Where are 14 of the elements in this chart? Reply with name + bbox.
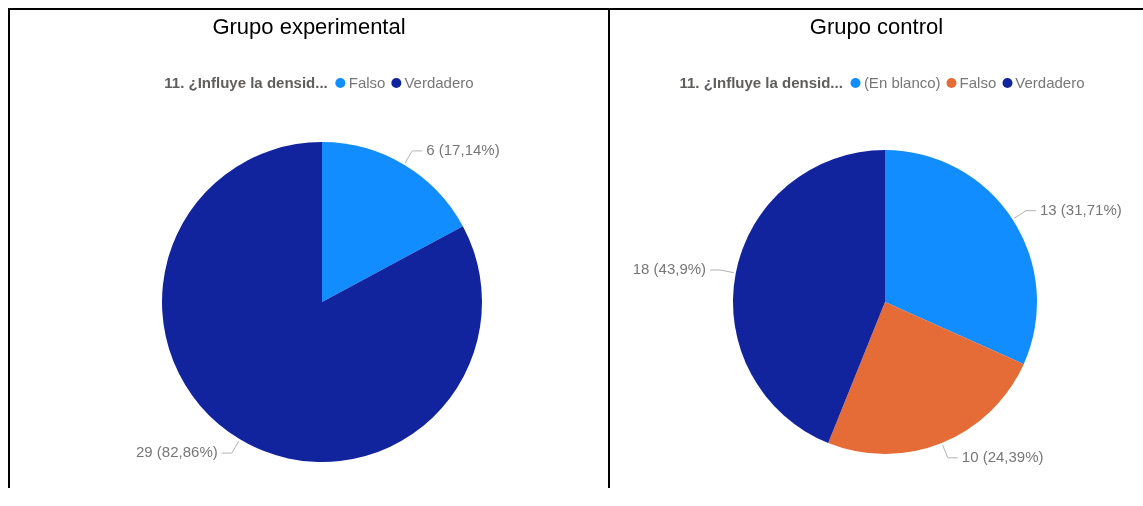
data-label: 10 (24,39%) (961, 447, 1044, 465)
legend-title: 11. ¿Influye la densid... (679, 74, 843, 92)
legend-label: Falso (348, 74, 386, 92)
chart-title: Grupo control (808, 14, 945, 40)
data-label: 29 (82,86%) (136, 443, 218, 461)
data-label: 6 (17,14%) (426, 141, 500, 159)
legend-title: 11. ¿Influye la densid... (164, 74, 328, 92)
data-label: 13 (31,71%) (1040, 200, 1122, 218)
data-label: 18 (43,9%) (632, 260, 707, 278)
legend-label: Verdadero (404, 74, 474, 92)
legend-label: Falso (959, 74, 997, 92)
legend-label: Verdadero (1015, 74, 1085, 92)
chart-title: Grupo experimental (211, 14, 407, 40)
legend-label: (En blanco) (863, 74, 941, 92)
